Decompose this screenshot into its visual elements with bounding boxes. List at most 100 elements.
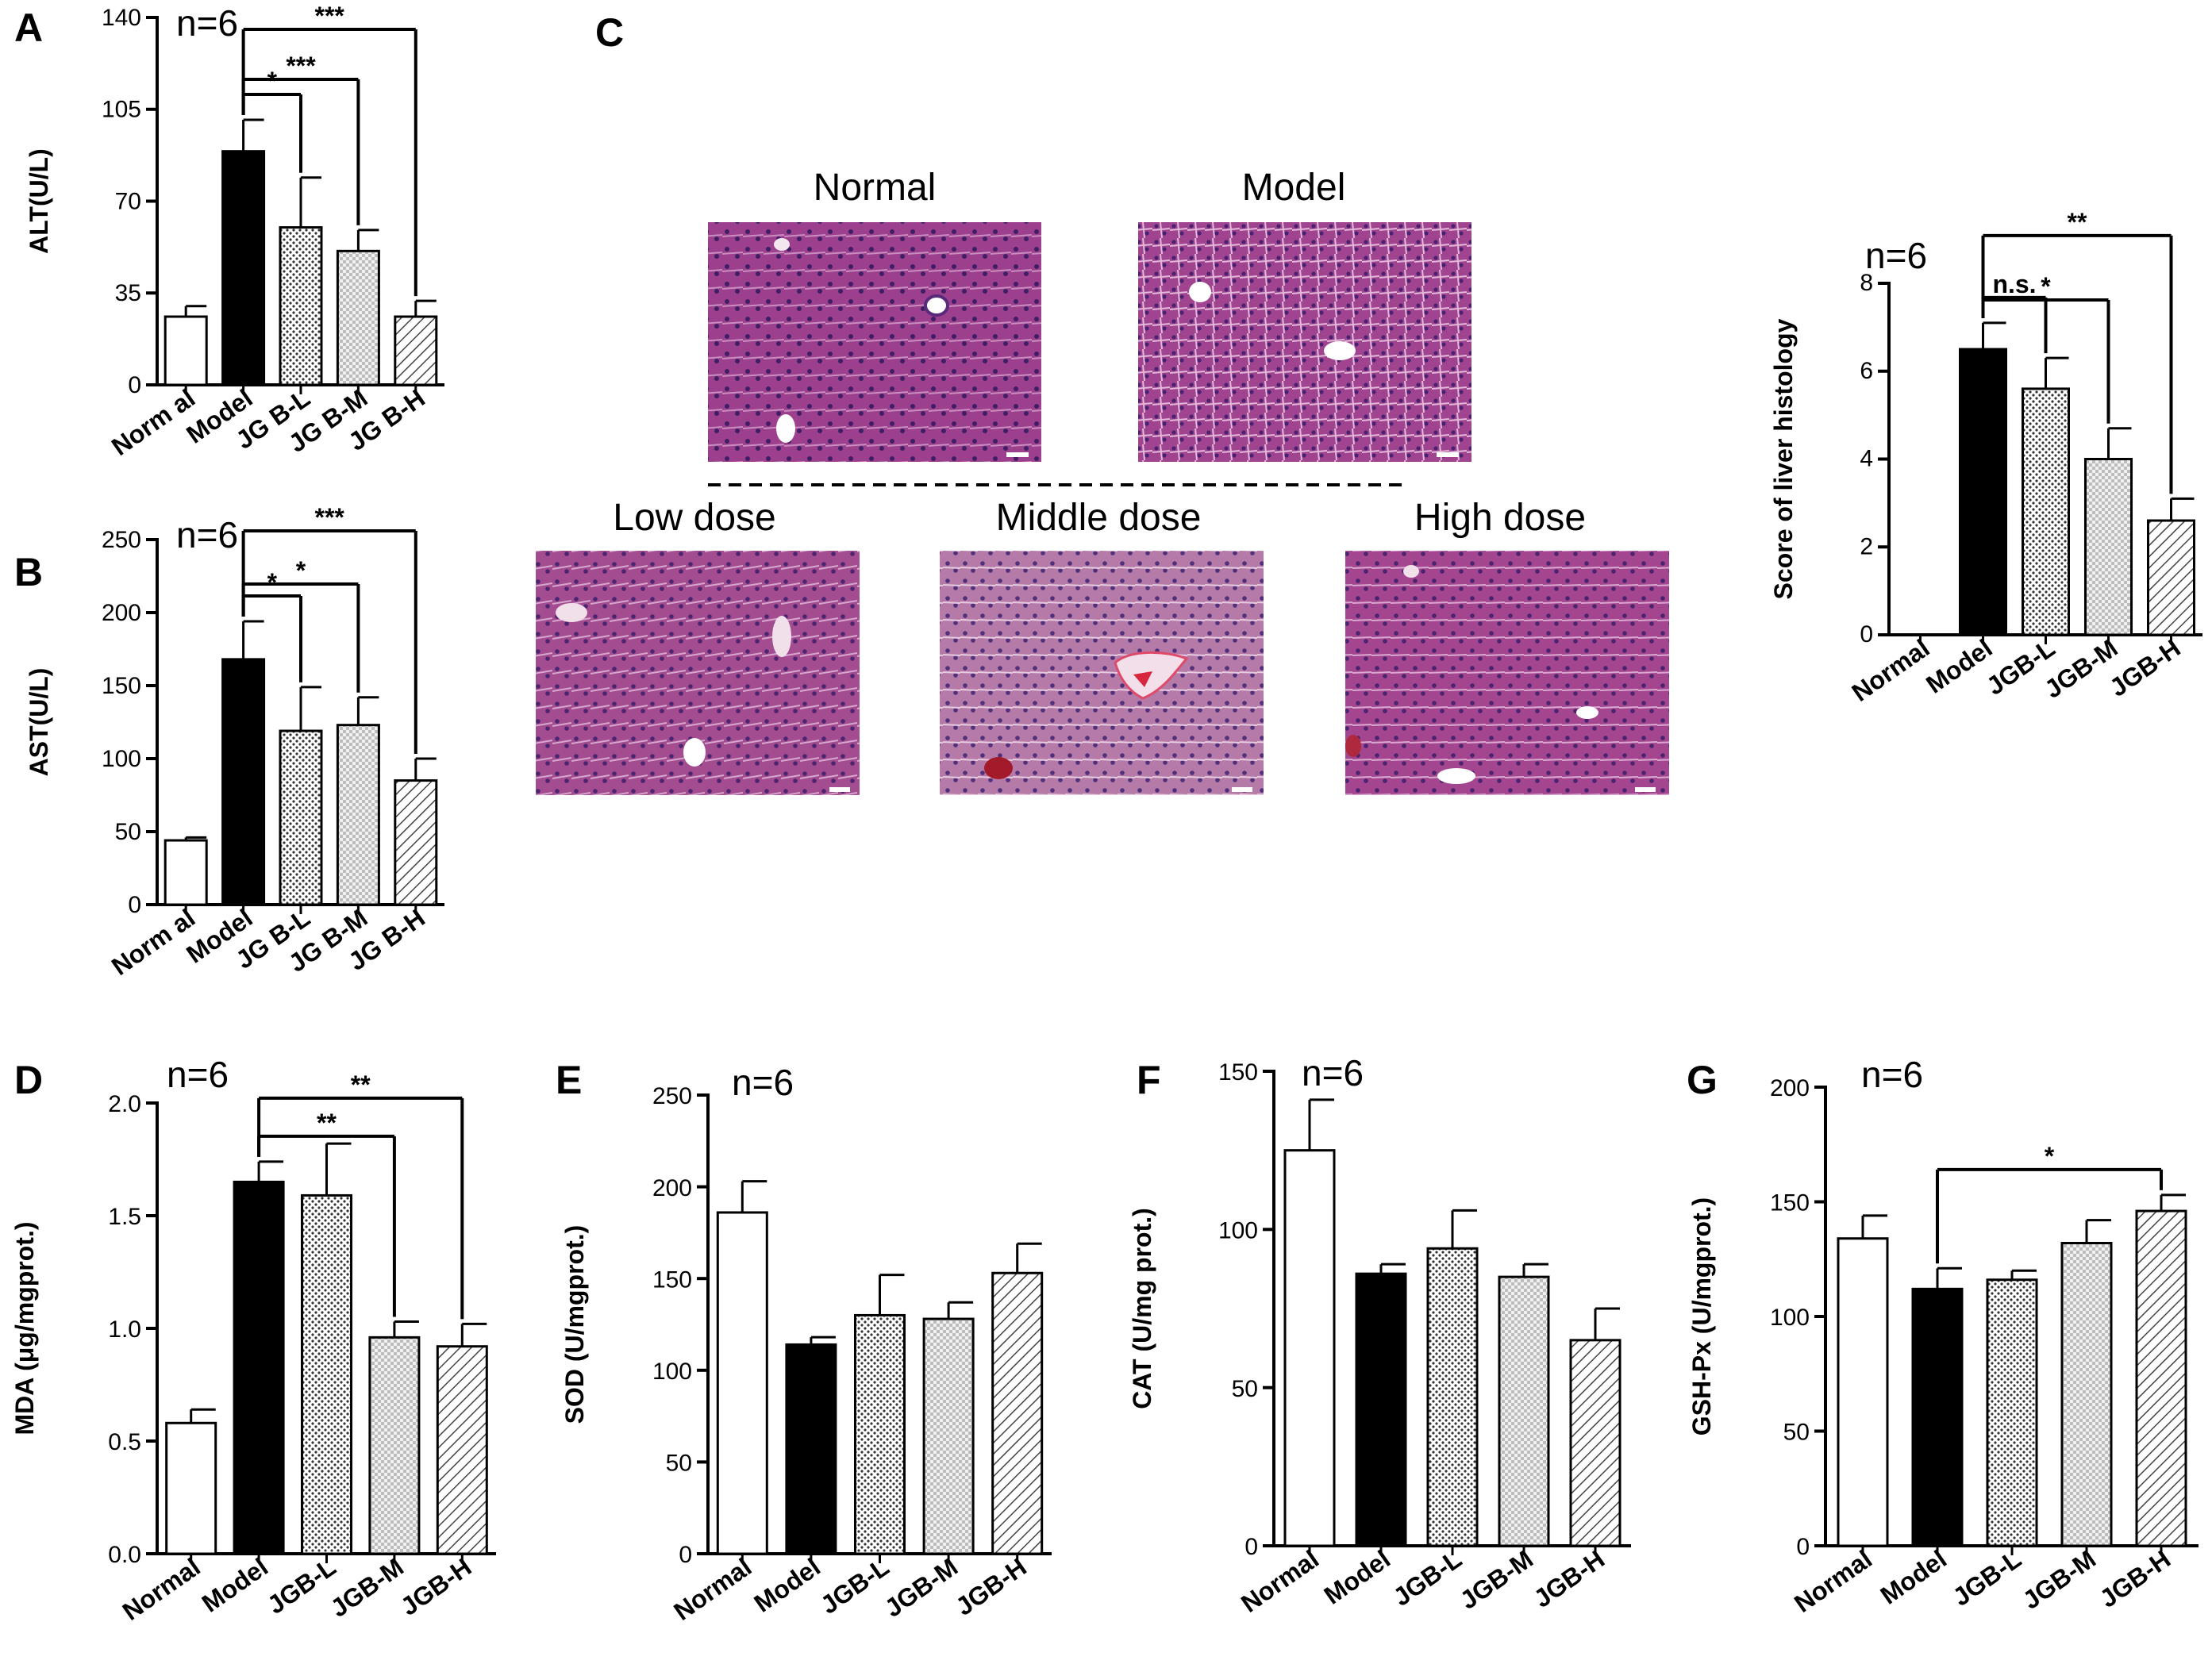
y-tick-label: 4	[1860, 446, 1873, 472]
significance-label: *	[296, 556, 306, 585]
bar	[1498, 1275, 1550, 1547]
bar	[1837, 1237, 1889, 1547]
category-label: JGB-M	[1455, 1544, 1538, 1615]
bar	[163, 839, 208, 906]
y-tick-label: 200	[652, 1175, 692, 1201]
y-tick-label: 100	[1770, 1305, 1810, 1331]
bar	[922, 1317, 975, 1555]
y-axis-label: ALT(U/L)	[25, 148, 53, 254]
y-tick-label: 250	[102, 527, 141, 553]
bar	[1959, 348, 2007, 636]
category-label: JGB-M	[2018, 1544, 2101, 1615]
sample-size-label: n=6	[176, 514, 238, 555]
y-tick-label: 150	[1770, 1190, 1810, 1216]
category-label: JGB-M	[879, 1552, 963, 1623]
bar	[991, 1271, 1044, 1555]
y-tick-label: 0	[128, 372, 141, 398]
y-tick-label: 0	[128, 892, 141, 918]
category-label: JGB-H	[951, 1552, 1032, 1621]
bar	[436, 1345, 488, 1555]
panel-letter-a: A	[14, 6, 43, 50]
y-tick-label: 0	[1796, 1534, 1810, 1560]
significance-label: ***	[315, 503, 345, 532]
category-label: Model	[1875, 1544, 1952, 1610]
histology-title-model: Model	[1242, 167, 1346, 209]
histology-model: Model	[1138, 167, 1471, 462]
panel-letter-f: F	[1137, 1058, 1161, 1102]
significance-label: ***	[315, 2, 345, 30]
panel-letter-g: G	[1687, 1058, 1718, 1102]
histology-low-dose: Low dose	[536, 497, 860, 795]
histology-middle-dose: Middle dose	[940, 497, 1264, 795]
bar	[2135, 1209, 2187, 1547]
category-label: Model	[197, 1552, 273, 1618]
y-tick-label: 200	[102, 600, 141, 626]
bar	[716, 1211, 768, 1555]
category-label: JGB-H	[2104, 633, 2185, 702]
bar	[854, 1313, 906, 1555]
bar	[394, 779, 438, 906]
y-tick-label: 70	[115, 188, 141, 214]
category-label: JGB-L	[1388, 1544, 1467, 1612]
bar	[221, 150, 266, 386]
y-tick-label: 105	[102, 97, 141, 123]
significance-label: *	[2041, 272, 2051, 301]
significance-label: *	[2045, 1142, 2055, 1170]
bar	[336, 724, 380, 906]
bar	[785, 1343, 837, 1555]
sample-size-label: n=6	[732, 1062, 794, 1103]
y-tick-label: 50	[115, 819, 141, 845]
sample-size-label: n=6	[167, 1054, 229, 1095]
y-tick-label: 150	[652, 1266, 692, 1293]
sample-size-label: n=6	[176, 2, 238, 44]
panel-letter-b: B	[14, 550, 43, 594]
category-label: JGB-M	[325, 1552, 409, 1623]
y-tick-label: 50	[666, 1451, 692, 1477]
category-label: JGB-H	[1529, 1544, 1610, 1613]
y-tick-label: 50	[1232, 1376, 1258, 1402]
bar	[2022, 387, 2070, 636]
bar	[221, 658, 266, 906]
category-label: JGB-L	[815, 1552, 894, 1620]
bar	[1911, 1287, 1964, 1547]
y-axis-label: GSH-Px (U/mgprot.)	[1687, 1197, 1716, 1435]
category-label: Model	[749, 1552, 825, 1618]
panel-letter-e: E	[556, 1058, 582, 1102]
y-tick-label: 140	[102, 5, 141, 31]
category-label: Model	[1921, 633, 1997, 699]
bar	[1569, 1339, 1621, 1547]
bar	[1426, 1247, 1479, 1547]
y-tick-label: 0.0	[108, 1542, 141, 1568]
bar	[279, 226, 323, 386]
y-tick-label: 0	[679, 1542, 692, 1568]
histology-title-low-dose: Low dose	[613, 497, 775, 539]
significance-label: **	[351, 1070, 371, 1099]
category-label: JGB-L	[1948, 1544, 2026, 1612]
y-tick-label: 200	[1770, 1075, 1810, 1101]
y-tick-label: 2.0	[108, 1091, 141, 1117]
y-tick-label: 8	[1860, 270, 1873, 296]
bar	[394, 315, 438, 386]
bar	[279, 729, 323, 906]
category-label: Model	[1319, 1544, 1395, 1610]
bar	[2060, 1242, 2113, 1547]
y-axis-label: CAT (U/mg prot.)	[1128, 1208, 1156, 1409]
bar	[2147, 519, 2195, 636]
significance-label: **	[2068, 208, 2087, 236]
y-axis-label: Score of liver histology	[1769, 318, 1798, 599]
significance-label: **	[317, 1109, 337, 1137]
y-tick-label: 1.0	[108, 1316, 141, 1343]
y-tick-label: 0	[1244, 1534, 1258, 1560]
category-label: JGB-L	[262, 1552, 340, 1620]
y-tick-label: 1.5	[108, 1204, 141, 1230]
sample-size-label: n=6	[1302, 1052, 1364, 1093]
bar	[165, 1421, 217, 1555]
y-tick-label: 100	[1218, 1218, 1258, 1244]
bar	[233, 1180, 285, 1555]
significance-label: ***	[286, 52, 316, 80]
